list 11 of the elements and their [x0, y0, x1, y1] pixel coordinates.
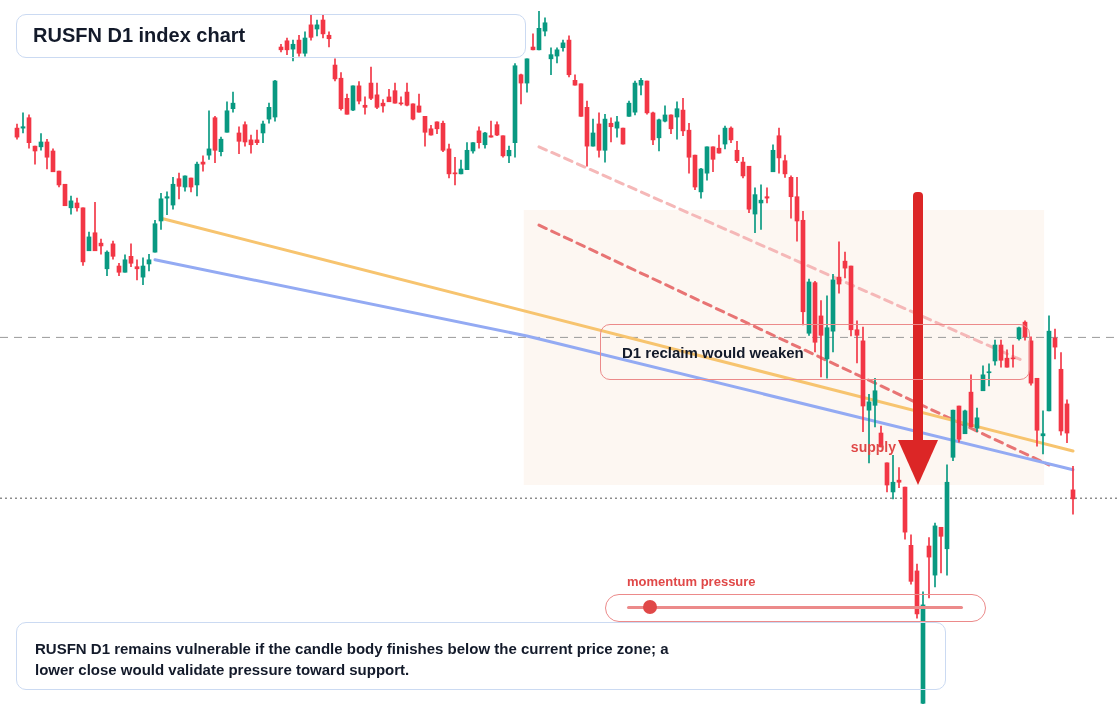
candlestick: [1040, 410, 1046, 455]
text: RUSFN D1 index chart: [16, 14, 526, 58]
annotation: momentum pressure: [627, 574, 756, 589]
candlestick: [548, 47, 554, 76]
candlestick: [854, 320, 860, 364]
candlestick: [896, 467, 902, 489]
candlestick: [362, 96, 368, 115]
candlestick: [134, 259, 140, 281]
annotation: RUSFN D1 remains vulnerable if the candle body finishes below the current price zone; a lower close would validate pressure toward support.: [35, 639, 670, 680]
annotation: D1 reclaim would weaken: [600, 324, 1030, 380]
candlestick: [986, 363, 992, 387]
